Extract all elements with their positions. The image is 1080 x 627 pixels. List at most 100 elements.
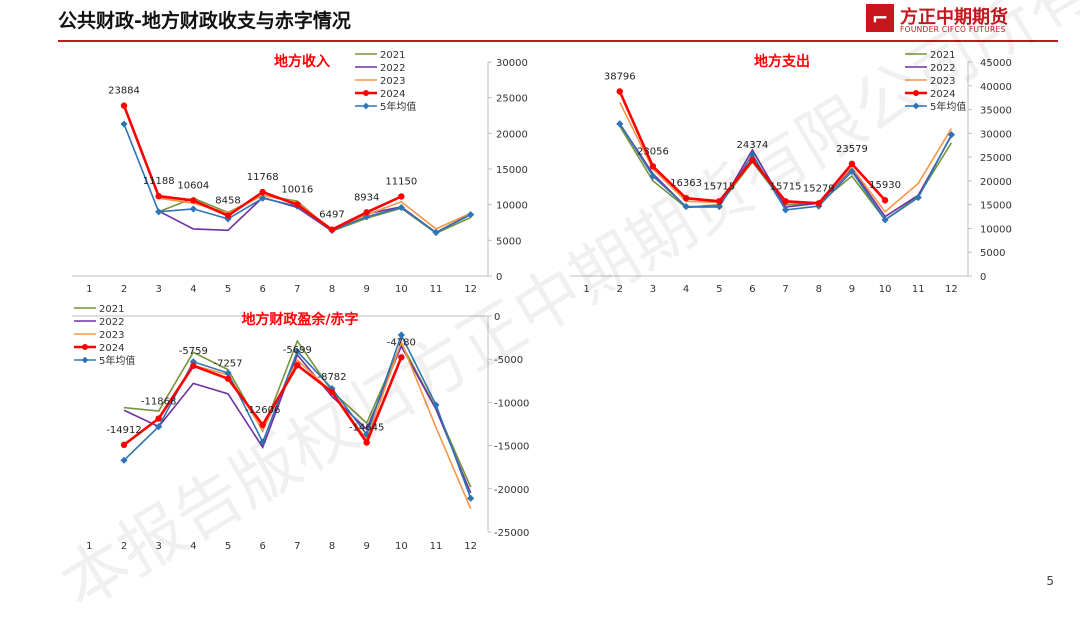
chart-title: 地方收入 [274,53,330,70]
x-tick-label: 11 [430,541,443,552]
series-point-2024 [363,439,370,446]
series-point-2024 [616,88,623,95]
series-point-2024 [398,354,405,361]
x-tick-label: 8 [329,541,335,552]
series-line-2023 [619,102,953,213]
data-label: 24374 [737,140,769,151]
y-tick-label: 25000 [496,94,528,105]
legend-label: 5年均值 [930,100,966,113]
data-label: 8458 [215,196,240,207]
x-tick-label: 12 [464,541,477,552]
x-tick-label: 8 [329,284,335,295]
series-point-5yr-avg [881,216,889,224]
company-logo: ⌐ 方正中期期货 FOUNDER CIFCO FUTURES [866,4,1016,38]
data-label: 10604 [177,180,209,191]
series-point-5yr-avg [914,193,922,202]
x-tick-label: 11 [430,284,443,295]
legend-marker [913,90,919,96]
x-tick-label: 5 [716,284,722,295]
data-label: 38796 [604,72,636,83]
series-point-5yr-avg [467,211,475,219]
x-tick-label: 2 [617,284,623,295]
data-label: 15930 [869,180,901,191]
data-label: 23884 [108,86,140,97]
y-tick-label: 15000 [496,165,528,176]
x-tick-label: 4 [683,284,689,295]
series-point-2024 [259,188,266,196]
legend-label: 2021 [99,304,124,315]
legend-marker [81,356,89,364]
x-tick-label: 11 [912,284,925,295]
x-tick-label: 3 [650,284,656,295]
x-tick-label: 6 [259,541,265,552]
series-point-5yr-avg [397,331,405,339]
series-point-2024 [649,163,657,170]
y-tick-label: 5000 [980,248,1005,259]
series-point-2024 [328,226,336,233]
series-point-5yr-avg [616,120,624,128]
y-tick-label: 0 [980,272,986,283]
y-tick-label: 20000 [980,177,1012,188]
data-label: -14645 [349,423,384,434]
x-tick-label: 4 [190,541,196,552]
legend-marker [362,102,370,110]
data-label: -14912 [106,425,141,436]
logo-mark-icon: ⌐ [866,4,894,32]
legend-label: 2024 [99,343,124,354]
x-tick-label: 1 [86,284,92,295]
series-point-2024 [155,192,162,200]
data-label: 11188 [143,176,175,187]
y-tick-label: 10000 [496,201,528,212]
data-label: -12606 [245,405,280,416]
y-tick-label: 30000 [980,129,1012,140]
x-tick-label: 5 [225,284,231,295]
series-point-5yr-avg [432,228,440,237]
y-tick-label: -10000 [494,398,529,409]
data-label: 15279 [803,183,835,194]
legend-label: 2024 [380,89,405,100]
x-tick-label: 4 [190,284,196,295]
data-label: -11868 [141,397,176,408]
legend-label: 2022 [380,63,405,74]
x-tick-label: 6 [259,284,265,295]
x-tick-label: 6 [749,284,755,295]
x-tick-label: 9 [363,284,369,295]
series-point-2024 [848,160,856,168]
series-point-2024 [224,212,232,219]
x-tick-label: 3 [155,284,161,295]
y-tick-label: 5000 [496,236,521,247]
data-label: 15715 [703,181,735,192]
y-tick-label: 0 [494,312,500,323]
logo-subtitle: FOUNDER CIFCO FUTURES [900,25,1006,34]
data-label: 10016 [281,185,313,196]
series-point-5yr-avg [155,208,163,216]
legend-label: 2023 [99,330,124,341]
y-tick-label: 20000 [496,129,528,140]
x-tick-label: 3 [155,541,161,552]
series-point-5yr-avg [947,131,956,139]
header-rule [58,40,1058,42]
x-tick-label: 9 [849,284,855,295]
x-tick-label: 7 [294,541,300,552]
y-tick-label: 35000 [980,106,1012,117]
data-label: 6497 [319,210,344,221]
legend-label: 2021 [930,50,955,61]
data-label: 16363 [670,178,702,189]
y-tick-label: 45000 [980,58,1012,69]
series-point-2024 [120,102,128,109]
series-point-2024 [120,441,128,449]
data-label: 23579 [836,144,868,155]
series-point-2024 [398,193,405,200]
series-point-2024 [155,415,162,422]
series-point-2024 [190,197,197,204]
data-label: -7257 [213,359,242,370]
chart-title: 地方财政盈余/赤字 [241,311,358,328]
y-tick-label: -5000 [494,355,523,366]
y-tick-label: 10000 [980,224,1012,235]
x-tick-label: 10 [395,284,408,295]
legend-marker [912,102,920,110]
series-point-2024 [749,156,756,164]
legend-label: 2023 [380,76,405,87]
page-title: 公共财政-地方财政收支与赤字情况 [58,10,351,32]
